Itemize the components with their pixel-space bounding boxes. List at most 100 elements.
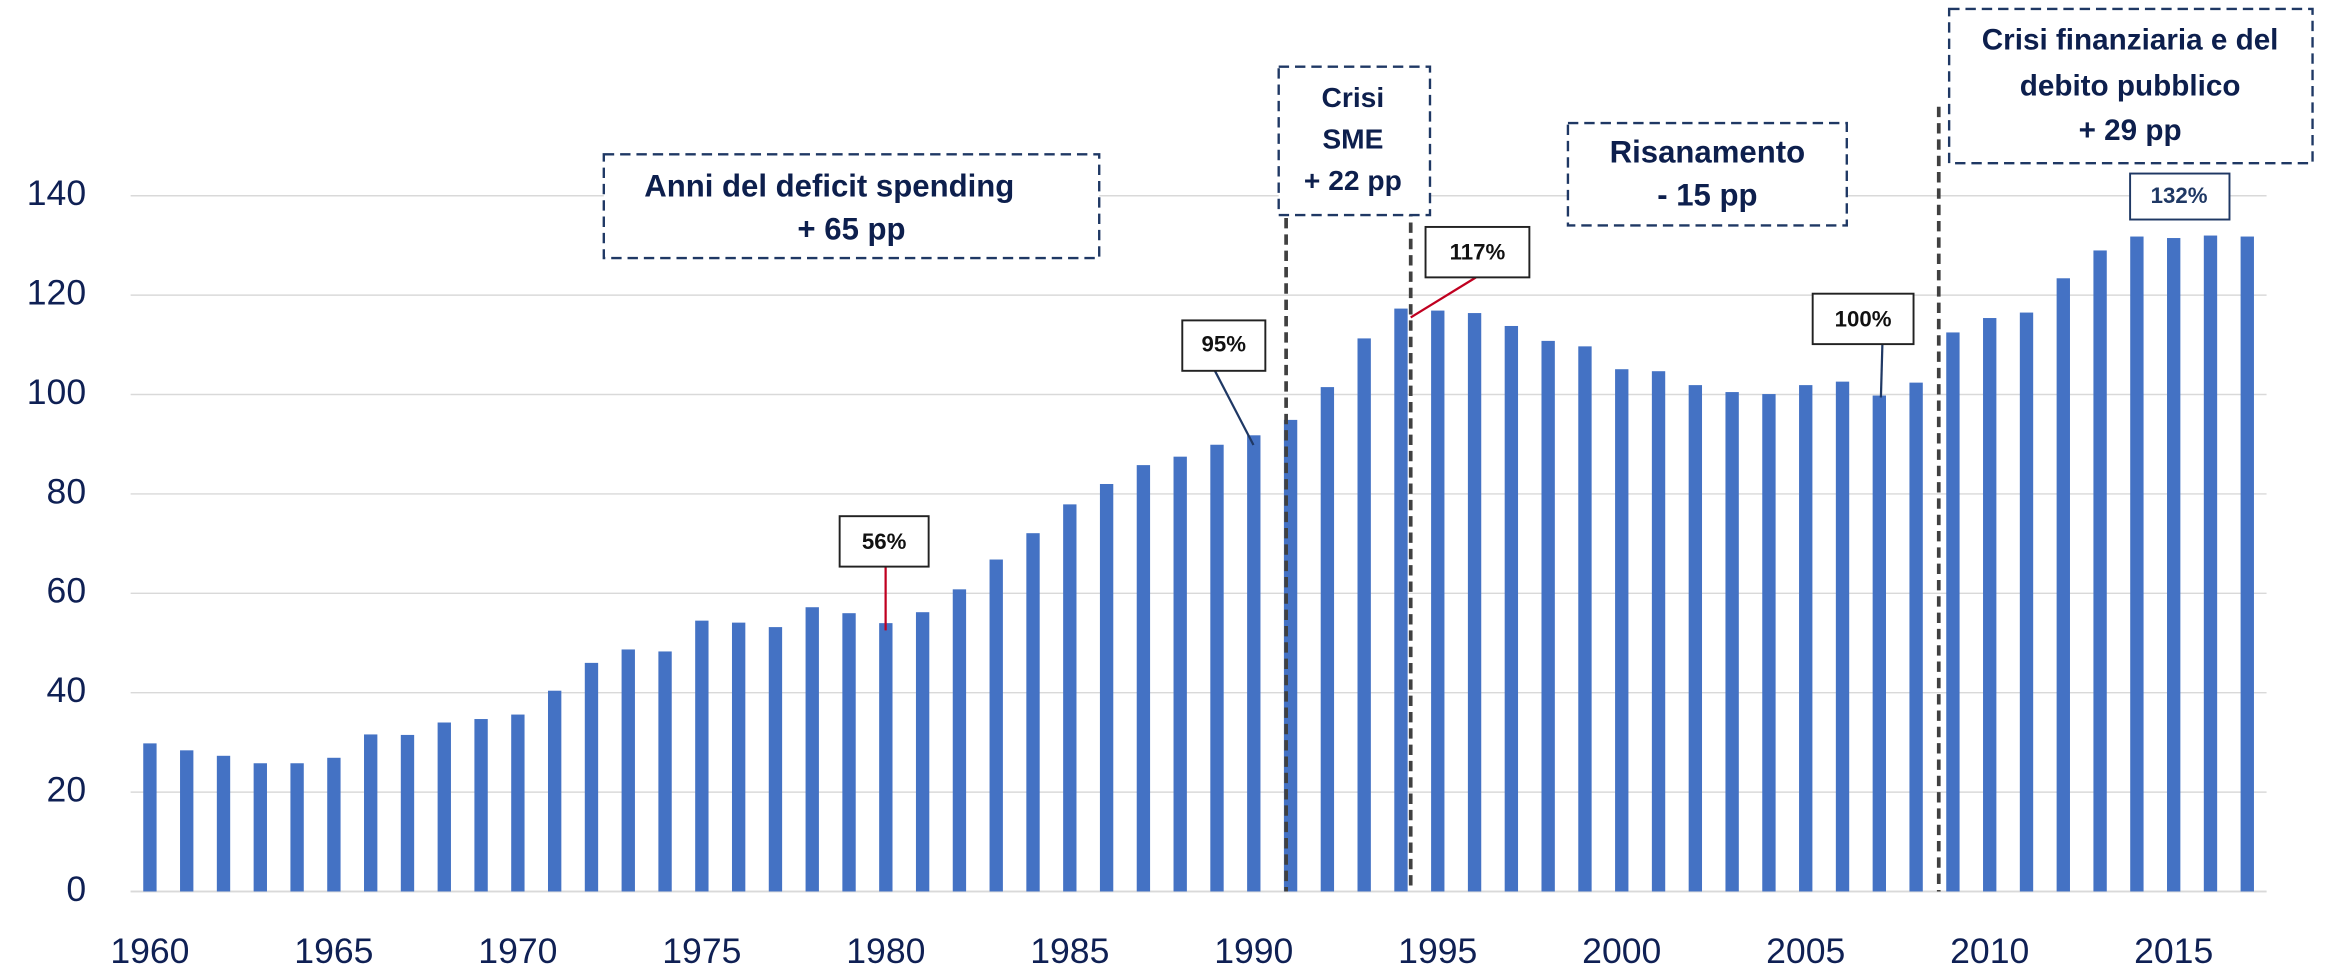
bar — [879, 623, 893, 892]
bar — [364, 734, 378, 892]
x-tick-label: 1980 — [846, 931, 925, 971]
y-tick-label: 120 — [27, 273, 86, 313]
bar — [1725, 392, 1739, 892]
x-tick-label: 1965 — [294, 931, 373, 971]
callout-box — [1811, 292, 1915, 346]
callout-box — [838, 515, 930, 568]
annotation: Crisi — [1322, 81, 1385, 113]
bar — [658, 651, 672, 892]
y-tick-label: 140 — [27, 173, 86, 213]
x-tick-label: 2005 — [1766, 931, 1845, 971]
callout-box — [1424, 225, 1531, 279]
bar — [915, 612, 930, 892]
annotation: - 15 pp — [1657, 177, 1757, 212]
bar — [584, 662, 599, 892]
annotation: Risanamento — [1610, 134, 1805, 169]
x-tick-label: 1985 — [1030, 931, 1109, 971]
bar — [989, 559, 1003, 892]
bar — [1394, 308, 1408, 892]
bar — [1063, 504, 1077, 892]
bar — [1099, 483, 1114, 892]
bars — [143, 235, 2254, 892]
bar — [2130, 236, 2144, 892]
bar — [253, 763, 267, 892]
bar — [1872, 395, 1886, 892]
bar — [695, 620, 709, 892]
leader — [1410, 276, 1477, 319]
callout: 117% — [1450, 240, 1506, 265]
bar — [437, 722, 451, 892]
bar — [1283, 419, 1298, 892]
x-tick-label: 2000 — [1582, 931, 1661, 971]
annotation: + 29 pp — [2079, 114, 2182, 147]
bar — [1210, 444, 1224, 892]
annotation: debito pubblico — [2020, 69, 2241, 102]
bar — [621, 649, 635, 892]
x-tick-label: 2010 — [1950, 931, 2029, 971]
bar — [2093, 250, 2107, 892]
x-tick-label: 1995 — [1398, 931, 1477, 971]
x-tick-label: 1990 — [1214, 931, 1293, 971]
bar — [1173, 456, 1187, 892]
annotation: Crisi finanziaria e del — [1982, 23, 2279, 56]
y-tick-label: 20 — [47, 769, 87, 809]
callout: 132% — [2151, 183, 2208, 208]
bar — [1467, 313, 1482, 892]
bar — [1946, 332, 1960, 892]
x-tick-label: 1960 — [110, 931, 189, 971]
annotation-box — [1947, 7, 2314, 165]
y-tick-label: 100 — [27, 372, 86, 412]
bar — [1026, 533, 1040, 892]
bar — [2056, 278, 2070, 892]
bar — [1835, 381, 1850, 892]
bar — [2167, 238, 2181, 892]
annotation-box — [602, 153, 1101, 260]
x-tick-label: 1970 — [478, 931, 557, 971]
callout-box — [2129, 172, 2231, 221]
bar — [1504, 325, 1519, 892]
y-tick-label: 40 — [47, 670, 87, 710]
annotation: SME — [1322, 122, 1383, 154]
bar — [842, 613, 856, 892]
bar — [474, 719, 488, 892]
bar — [216, 755, 231, 892]
callout-box — [1181, 319, 1267, 372]
bar — [180, 750, 194, 892]
x-tick-label: 2015 — [2134, 931, 2213, 971]
bar — [2203, 235, 2218, 892]
bar — [1799, 385, 1813, 892]
bar — [1136, 465, 1151, 892]
bar — [1909, 382, 1923, 892]
callout: 56% — [862, 529, 907, 554]
grid: 0 20 40 60 80 100 120 140 1960 1965 1970 1975 1980 19… — [27, 173, 2267, 971]
bar — [327, 757, 341, 892]
bar — [143, 743, 157, 892]
leader — [1213, 370, 1255, 446]
annotation: Anni del deficit spending — [644, 169, 1014, 204]
bar — [2240, 236, 2254, 892]
bar — [1688, 385, 1703, 892]
callout: 100% — [1835, 306, 1892, 331]
bar — [547, 690, 562, 892]
bar — [768, 627, 783, 892]
bar — [1541, 340, 1555, 892]
bar — [731, 622, 746, 892]
bar — [1431, 310, 1445, 892]
annotation: + 22 pp — [1304, 164, 1402, 196]
annotation-box — [1277, 65, 1432, 217]
bar — [805, 607, 819, 892]
y-tick-label: 60 — [47, 571, 87, 611]
bar — [1651, 371, 1666, 892]
bar — [1762, 394, 1776, 892]
bar — [1615, 369, 1629, 892]
y-tick-label: 0 — [66, 869, 86, 909]
bar — [511, 714, 525, 892]
y-tick-label: 80 — [47, 471, 87, 511]
annotation: + 65 pp — [797, 212, 905, 247]
bar — [290, 763, 304, 892]
x-tick-label: 1975 — [662, 931, 741, 971]
bar — [1247, 435, 1261, 892]
bar — [1320, 387, 1335, 892]
bar — [2019, 312, 2034, 892]
